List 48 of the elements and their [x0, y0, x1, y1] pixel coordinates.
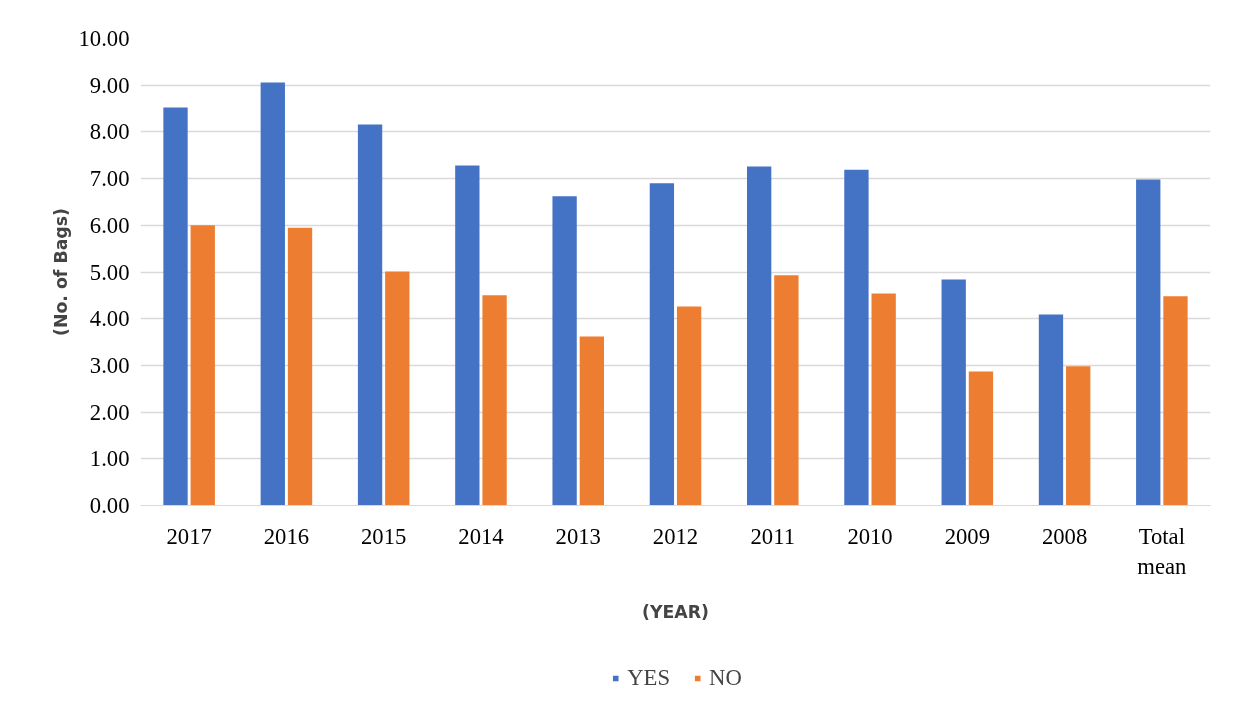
- x-tick-label: 2009: [944, 523, 990, 549]
- x-tick-label: 2010: [847, 523, 893, 549]
- bar: [482, 295, 507, 506]
- x-tick-label: 2013: [555, 523, 601, 549]
- x-axis-title: (YEAR): [642, 601, 709, 622]
- y-tick-label: 1.00: [89, 446, 130, 472]
- bar: [287, 227, 313, 506]
- y-tick-label: 7.00: [89, 166, 130, 192]
- bar: [455, 165, 480, 506]
- y-tick-label: 2.00: [89, 399, 130, 425]
- bar: [1136, 179, 1161, 506]
- bar: [579, 336, 604, 506]
- y-tick-label: 10.00: [78, 26, 130, 51]
- bar: [676, 306, 702, 506]
- bar: [1066, 366, 1091, 506]
- bar: [260, 82, 285, 506]
- bar: [552, 196, 577, 506]
- bar: [190, 225, 215, 506]
- y-axis-title: (No. of Bags): [50, 208, 71, 336]
- bar: [1163, 296, 1188, 506]
- y-tick-label: 4.00: [89, 306, 130, 332]
- x-tick-label: 2012: [652, 523, 699, 549]
- x-tick-label: 2017: [166, 523, 212, 549]
- x-tick-label: Total mean: [1137, 523, 1187, 579]
- x-tick-label: 2011: [750, 523, 796, 549]
- y-tick-label: 3.00: [89, 352, 130, 378]
- y-tick-label: 5.00: [89, 259, 130, 285]
- x-tick-label: 2015: [361, 523, 407, 549]
- bar: [844, 169, 869, 506]
- bar: [385, 271, 410, 506]
- bar: [649, 183, 675, 506]
- bar: [747, 166, 772, 506]
- y-tick-label: 8.00: [89, 119, 130, 145]
- bar: [871, 293, 896, 506]
- bar: [163, 107, 188, 506]
- y-tick-label: 6.00: [89, 212, 130, 238]
- y-tick-label: 0.00: [89, 493, 130, 518]
- legend-label: YES: [627, 664, 671, 691]
- bar: [357, 124, 383, 506]
- bar: [774, 275, 799, 506]
- x-tick-label: 2014: [458, 523, 504, 549]
- bar: [968, 371, 994, 506]
- legend-label: NO: [709, 664, 742, 691]
- x-tick-label: 2016: [263, 523, 310, 549]
- x-tick-label: 2008: [1041, 523, 1088, 549]
- y-tick-label: 9.00: [89, 72, 130, 98]
- bar: [1038, 314, 1064, 506]
- bar: [941, 279, 966, 506]
